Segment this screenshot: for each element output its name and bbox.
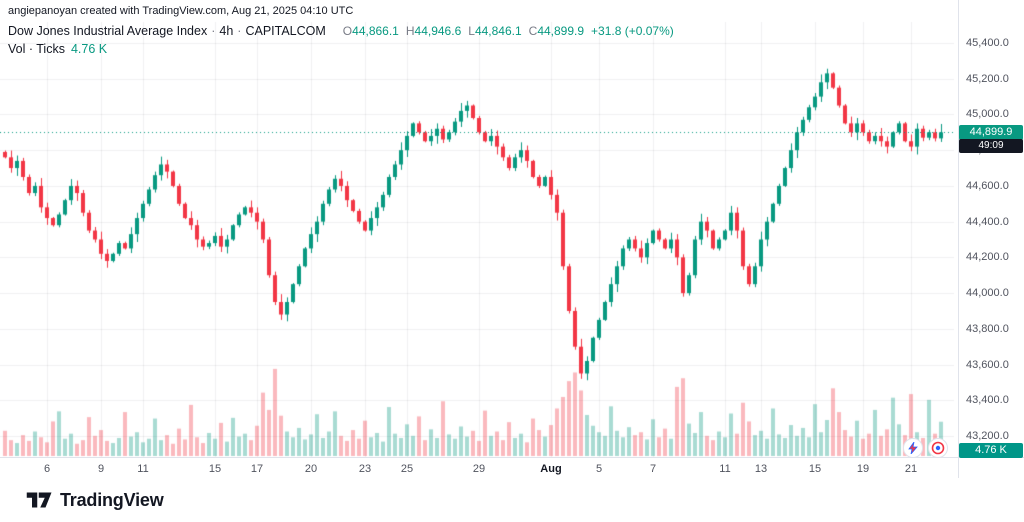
price-tick-label: 43,200.0	[966, 430, 1009, 442]
flash-order-button[interactable]	[903, 438, 923, 458]
open-value: 44,866.1	[352, 24, 399, 38]
target-icon	[931, 441, 945, 455]
time-tick-label: 9	[97, 463, 105, 475]
footer-bar: TradingView	[0, 478, 1024, 522]
price-tick-label: 45,200.0	[966, 72, 1009, 85]
lightning-icon	[908, 442, 918, 454]
time-tick-label: 13	[754, 463, 768, 475]
last-price-badge: 44,899.9	[959, 125, 1023, 141]
high-label: H	[405, 24, 415, 38]
time-tick-label: 11	[719, 463, 731, 475]
price-tick-label: 44,200.0	[966, 251, 1009, 264]
separator: ·	[237, 24, 242, 38]
time-tick-label: 7	[649, 463, 657, 475]
volume-legend-row: Vol · Ticks 4.76 K	[8, 42, 674, 56]
time-tick-label: 20	[304, 463, 318, 475]
volume-study-label[interactable]: Vol · Ticks	[8, 42, 65, 56]
price-tick-label: 45,400.0	[966, 37, 1009, 49]
chart-canvas[interactable]	[0, 0, 1024, 478]
volume-badge: 4.76 K	[959, 443, 1023, 458]
price-tick-label: 43,600.0	[966, 358, 1009, 371]
exchange-label[interactable]: CAPITALCOM	[245, 24, 326, 38]
time-tick-label: Aug	[540, 463, 562, 475]
open-label: O	[342, 24, 353, 38]
time-tick-label: 11	[137, 463, 149, 475]
brand-wordmark[interactable]: TradingView	[60, 489, 164, 510]
symbol-legend-row: Dow Jones Industrial Average Index · 4h · CA…	[8, 24, 674, 38]
tradingview-logo-icon[interactable]	[26, 488, 53, 512]
chart-legend: Dow Jones Industrial Average Index · 4h · CA…	[8, 24, 674, 56]
bar-countdown-badge: 49:09	[959, 139, 1023, 154]
time-tick-label: 23	[358, 463, 372, 475]
close-value: 44,899.9	[537, 24, 585, 38]
low-label: L	[468, 24, 475, 38]
price-tick-label: 43,400.0	[966, 394, 1009, 407]
low-value: 44,846.1	[474, 24, 522, 38]
symbol-title[interactable]: Dow Jones Industrial Average Index	[8, 24, 208, 38]
separator: ·	[211, 24, 216, 38]
time-tick-label: 5	[595, 463, 603, 475]
time-tick-label: 15	[808, 463, 822, 475]
quick-trade-buttons	[903, 438, 948, 458]
ohlc-values: O44,866.1 H44,946.6 L44,846.1 C44,899.9 +31.…	[336, 24, 674, 38]
time-tick-label: 19	[856, 463, 870, 475]
price-tick-label: 45,000.0	[966, 108, 1009, 121]
instant-order-button[interactable]	[928, 438, 948, 458]
price-tick-label: 44,400.0	[966, 215, 1009, 228]
price-tick-label: 44,000.0	[966, 287, 1009, 300]
high-value: 44,946.6	[414, 24, 462, 38]
attribution-text: angiepanoyan created with TradingView.co…	[8, 5, 354, 17]
price-axis-border	[958, 0, 959, 478]
time-tick-label: 25	[400, 463, 414, 475]
price-axis[interactable]: 43,200.0 43,400.0 43,600.0 43,800.0 44,000.0…	[959, 0, 1024, 457]
price-tick-label: 43,800.0	[966, 322, 1009, 335]
time-tick-label: 6	[43, 463, 51, 475]
time-tick-label: 21	[904, 463, 918, 475]
last-price-value: 44,899.9	[969, 126, 1013, 139]
volume-value: 4.76 K	[70, 42, 108, 56]
interval-label[interactable]: 4h	[219, 24, 234, 38]
close-label: C	[528, 24, 538, 38]
time-tick-label: 29	[472, 463, 486, 475]
time-axis[interactable]: 6 9 11 15 17 20 23 25 29 Aug 5 7 11 13 15 19 21	[0, 458, 958, 478]
time-tick-label: 15	[208, 463, 222, 475]
time-tick-label: 17	[250, 463, 264, 475]
price-tick-label: 44,600.0	[966, 179, 1009, 192]
change-value: +31.8 (+0.07%)	[591, 24, 674, 38]
time-axis-border	[0, 457, 1024, 458]
